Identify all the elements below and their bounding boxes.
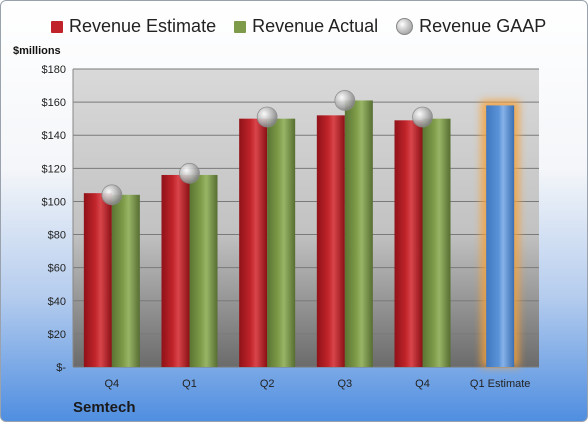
gaap-marker xyxy=(101,184,123,206)
bar-estimate xyxy=(83,193,112,367)
bar-actual xyxy=(422,118,451,368)
legend: Revenue Estimate Revenue Actual Revenue … xyxy=(51,16,564,37)
bar-actual xyxy=(189,174,218,367)
x-tick-label: Q2 xyxy=(260,378,275,390)
gaap-marker xyxy=(412,106,433,128)
gaap-marker xyxy=(256,106,278,128)
company-name: Semtech xyxy=(73,399,136,416)
bar-estimate xyxy=(239,118,268,368)
x-tick-label: Q4 xyxy=(104,378,119,390)
y-tick-label: $80 xyxy=(48,230,66,242)
y-tick-label: $120 xyxy=(42,163,66,175)
legend-swatch-actual xyxy=(234,20,247,33)
legend-label-estimate: Revenue Estimate xyxy=(69,16,217,36)
y-tick-label: $20 xyxy=(48,329,66,341)
y-tick-label: $100 xyxy=(42,196,66,208)
bar-actual xyxy=(111,194,140,367)
bar-estimate xyxy=(316,115,345,367)
legend-item-gaap: Revenue GAAP xyxy=(396,16,546,37)
plot-area xyxy=(73,69,539,367)
legend-label-actual: Revenue Actual xyxy=(252,16,379,36)
bar-actual xyxy=(344,100,373,367)
bar-actual xyxy=(267,118,296,368)
y-unit-label: $millions xyxy=(13,45,61,57)
bar-estimate-forecast xyxy=(486,105,515,367)
x-tick-label: Q3 xyxy=(337,378,352,390)
legend-item-estimate: Revenue Estimate xyxy=(51,16,216,37)
legend-swatch-gaap xyxy=(396,18,414,35)
legend-label-gaap: Revenue GAAP xyxy=(419,16,547,36)
y-tick-label: $- xyxy=(56,362,66,374)
gaap-marker xyxy=(179,162,200,184)
bar-estimate xyxy=(394,120,423,367)
y-tick-label: $160 xyxy=(42,97,66,109)
bar-estimate xyxy=(161,174,190,367)
y-tick-label: $60 xyxy=(48,263,66,275)
y-tick-label: $140 xyxy=(42,130,66,142)
x-tick-label: Q1 Estimate xyxy=(470,378,531,390)
legend-swatch-estimate xyxy=(51,20,63,33)
legend-item-actual: Revenue Actual xyxy=(234,16,378,37)
gaap-marker xyxy=(334,90,356,111)
y-tick-label: $180 xyxy=(42,64,66,76)
x-tick-label: Q1 xyxy=(182,378,197,390)
x-tick-label: Q4 xyxy=(415,378,430,390)
y-tick-label: $40 xyxy=(48,296,66,308)
